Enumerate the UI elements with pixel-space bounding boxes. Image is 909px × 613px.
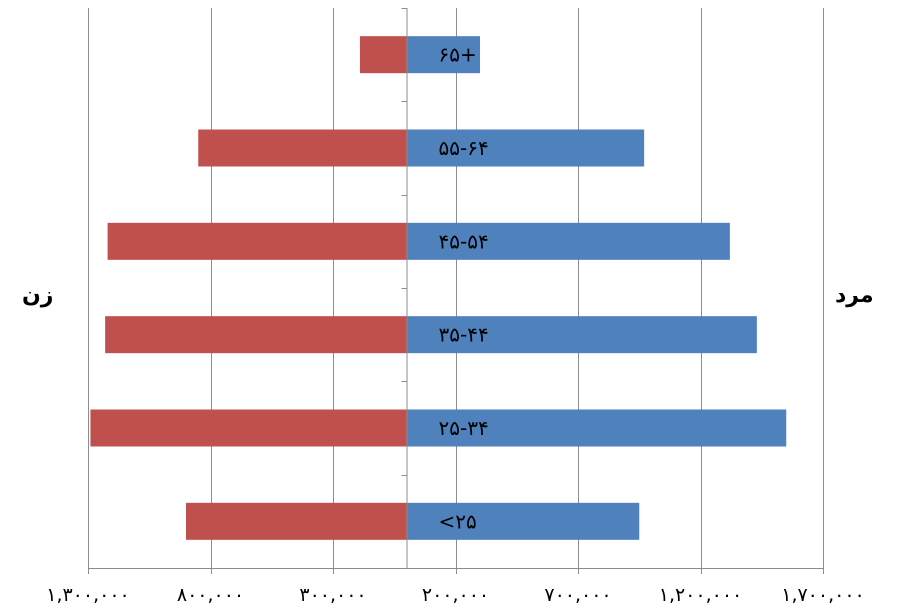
category-label-0: <۲۵ — [439, 509, 477, 533]
bar-female-1 — [90, 409, 407, 447]
bar-female-4 — [198, 129, 407, 167]
gridlines — [88, 8, 824, 574]
x-tick-label-4: ۷۰۰,۰۰۰ — [544, 584, 611, 606]
bar-male-0 — [406, 502, 640, 540]
bar-male-1 — [406, 409, 787, 447]
center-axis — [401, 8, 408, 569]
x-tick-label-5: ۱,۲۰۰,۰۰۰ — [659, 584, 743, 606]
bars — [90, 36, 787, 540]
category-labels: <۲۵ ۲۵-۳۴ ۳۵-۴۴ ۴۵-۵۴ ۵۵-۶۴ ۶۵+ — [439, 43, 489, 534]
bar-male-5 — [406, 36, 480, 74]
category-label-2: ۳۵-۴۴ — [439, 323, 489, 347]
x-tick-label-3: ۲۰۰,۰۰۰ — [422, 584, 489, 606]
bar-male-2 — [406, 316, 757, 354]
bar-female-2 — [105, 316, 407, 354]
female-side-label: زن — [22, 283, 54, 308]
category-label-5: ۶۵+ — [439, 43, 477, 67]
category-label-4: ۵۵-۶۴ — [439, 136, 489, 160]
bar-male-3 — [406, 222, 730, 260]
category-label-3: ۴۵-۵۴ — [439, 229, 489, 253]
x-tick-label-1: ۸۰۰,۰۰۰ — [177, 584, 244, 606]
x-tick-label-6: ۱,۷۰۰,۰۰۰ — [781, 584, 865, 606]
bar-female-5 — [359, 36, 407, 74]
x-tick-label-0: ۱,۳۰۰,۰۰۰ — [46, 584, 130, 606]
x-tick-labels: ۱,۳۰۰,۰۰۰ ۸۰۰,۰۰۰ ۳۰۰,۰۰۰ ۲۰۰,۰۰۰ ۷۰۰,۰۰۰ ۱,۲… — [46, 584, 865, 606]
category-label-1: ۲۵-۳۴ — [439, 416, 489, 440]
bar-male-4 — [406, 129, 645, 167]
x-tick-label-2: ۳۰۰,۰۰۰ — [299, 584, 366, 606]
male-side-label: مرد — [835, 283, 874, 308]
bar-female-3 — [107, 222, 407, 260]
bar-female-0 — [186, 502, 407, 540]
